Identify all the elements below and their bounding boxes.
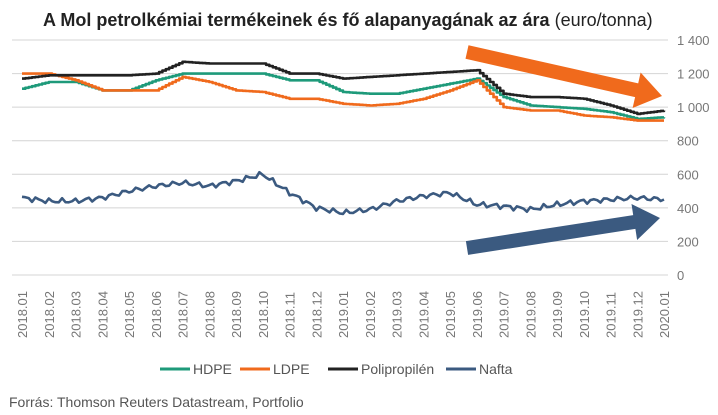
series-lines (21, 60, 666, 216)
legend-label: Polipropilén (361, 361, 434, 377)
legend: HDPE LDPE Polipropilén Nafta (160, 361, 513, 377)
y-tick-label: 1 400 (677, 33, 710, 48)
x-tick-label: 2018.03 (69, 291, 84, 338)
x-tick-label: 2019.06 (470, 291, 485, 338)
trend-arrow-up (465, 204, 660, 255)
y-tick-label: 800 (677, 134, 699, 149)
x-tick-label: 2018.08 (202, 291, 217, 338)
x-tick-label: 2018.12 (309, 291, 324, 338)
x-tick-label: 2018.11 (283, 292, 298, 338)
legend-label: Nafta (479, 361, 513, 377)
chart-title-main: A Mol petrolkémiai termékeinek és fő ala… (43, 10, 550, 30)
y-tick-label: 400 (677, 201, 699, 216)
y-tick-label: 600 (677, 167, 699, 182)
x-axis-ticks: 2018.01 2018.02 2018.03 2018.04 2018.05 2018.… (15, 291, 672, 338)
y-tick-label: 1 200 (677, 67, 710, 82)
x-tick-label: 2019.08 (523, 291, 538, 338)
x-tick-label: 2018.07 (176, 291, 191, 338)
x-tick-label: 2018.04 (95, 291, 110, 338)
x-tick-label: 2019.07 (497, 291, 512, 338)
x-tick-label: 2020.01 (657, 291, 672, 338)
legend-label: HDPE (193, 361, 232, 377)
x-tick-label: 2019.03 (390, 291, 405, 338)
trend-arrow-down (465, 45, 662, 108)
legend-label: LDPE (273, 361, 310, 377)
trend-arrows (465, 45, 662, 255)
series-line-hdpe (22, 72, 666, 121)
series-line-ldpe (22, 72, 664, 122)
x-tick-label: 2018.05 (122, 291, 137, 338)
x-tick-label: 2019.01 (336, 291, 351, 338)
series-line-polipropil-n (22, 60, 666, 116)
chart-title: A Mol petrolkémiai termékeinek és fő ala… (43, 10, 713, 31)
y-axis-ticks: 0 200 400 600 800 1 000 1 200 1 400 (677, 33, 710, 283)
x-tick-label: 2019.04 (416, 291, 431, 338)
source-note: Forrás: Thomson Reuters Datastream, Port… (9, 394, 304, 410)
x-tick-label: 2019.11 (604, 292, 619, 338)
x-tick-label: 2018.01 (15, 291, 30, 338)
x-tick-label: 2018.06 (149, 291, 164, 338)
chart-title-unit: (euro/tonna) (554, 10, 653, 30)
series-line-nafta (21, 170, 665, 216)
x-tick-label: 2018.10 (256, 291, 271, 338)
x-tick-label: 2018.02 (42, 291, 57, 338)
x-tick-label: 2019.12 (630, 291, 645, 338)
x-tick-label: 2019.05 (443, 291, 458, 338)
x-tick-label: 2019.10 (577, 291, 592, 338)
x-tick-label: 2019.02 (363, 291, 378, 338)
y-tick-label: 200 (677, 234, 699, 249)
y-tick-label: 1 000 (677, 100, 710, 115)
x-tick-label: 2019.09 (550, 291, 565, 338)
x-tick-label: 2018.09 (229, 291, 244, 338)
y-tick-label: 0 (677, 268, 684, 283)
